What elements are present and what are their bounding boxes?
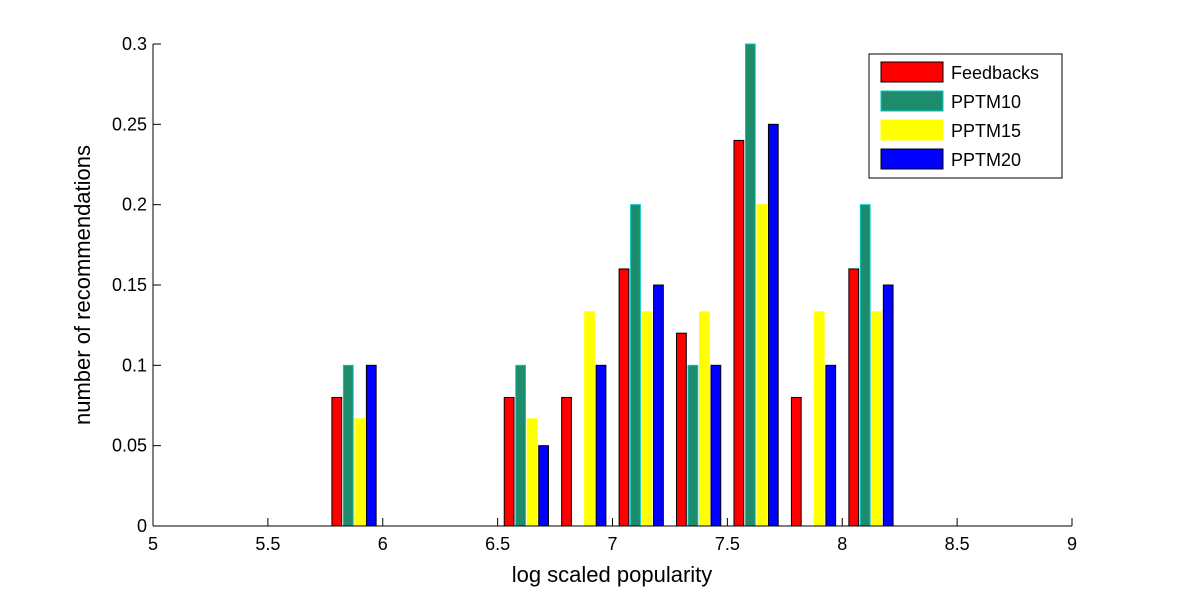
x-tick-label: 5.5 <box>255 534 280 554</box>
bar-pptm10 <box>687 364 699 527</box>
x-tick-label: 9 <box>1067 534 1077 554</box>
bar-pptm15 <box>641 311 653 527</box>
bar-pptm10 <box>744 43 756 527</box>
bar-pptm10 <box>859 204 871 527</box>
y-tick-label: 0.2 <box>122 195 147 215</box>
x-tick-label: 7.5 <box>715 534 740 554</box>
legend-label: Feedbacks <box>951 63 1039 83</box>
bar-feedbacks <box>790 396 802 527</box>
legend-swatch <box>880 148 944 170</box>
bar-pptm15 <box>756 204 768 527</box>
y-tick-label: 0.15 <box>112 275 147 295</box>
bar-pptm15 <box>813 311 825 527</box>
bar-feedbacks <box>561 396 572 527</box>
bar-pptm20 <box>767 123 779 527</box>
bar-pptm20 <box>595 364 607 527</box>
x-tick-label: 8.5 <box>945 534 970 554</box>
bar-pptm20 <box>365 364 377 527</box>
bar-feedbacks <box>676 332 687 527</box>
legend-swatch <box>880 119 944 141</box>
legend-swatch <box>880 90 944 112</box>
bar-feedbacks <box>733 139 745 527</box>
bar-feedbacks <box>503 396 515 527</box>
y-axis-title: number of recommendations <box>70 145 95 425</box>
x-tick-label: 7 <box>607 534 617 554</box>
x-tick-label: 8 <box>837 534 847 554</box>
y-tick-label: 0.3 <box>122 34 147 54</box>
bar-pptm20 <box>653 284 664 527</box>
bar-pptm15 <box>584 311 595 527</box>
y-tick-label: 0.05 <box>112 436 147 456</box>
x-axis-title: log scaled popularity <box>512 562 713 587</box>
bar-pptm10 <box>342 364 354 527</box>
bar-pptm15 <box>526 418 538 527</box>
bar-pptm15 <box>699 311 710 527</box>
legend-label: PPTM10 <box>951 92 1021 112</box>
bar-pptm20 <box>882 284 894 527</box>
y-tick-label: 0.1 <box>122 355 147 375</box>
y-tick-label: 0 <box>137 516 147 536</box>
bar-feedbacks <box>331 396 343 527</box>
bar-feedbacks <box>848 268 860 527</box>
bar-pptm15 <box>871 311 883 527</box>
legend-label: PPTM15 <box>951 121 1021 141</box>
y-tick-label: 0.25 <box>112 114 147 134</box>
x-tick-label: 5 <box>148 534 158 554</box>
bar-pptm20 <box>710 364 722 527</box>
legend-swatch <box>880 61 944 83</box>
bar-pptm10 <box>630 204 641 527</box>
axes-group: 5 5.5 6 6.5 7 7.5 8 8.5 9 0 0.05 0.1 0.15 0.2 0.25 0.3 <box>112 34 1077 554</box>
bar-pptm15 <box>354 418 366 527</box>
x-tick-label: 6 <box>378 534 388 554</box>
bar-pptm20 <box>538 445 549 527</box>
bar-pptm20 <box>825 364 837 527</box>
x-tick-label: 6.5 <box>485 534 510 554</box>
legend: Feedbacks PPTM10 PPTM15 PPTM20 <box>868 53 1063 179</box>
bar-feedbacks <box>618 268 630 527</box>
legend-label: PPTM20 <box>951 150 1021 170</box>
bar-pptm10 <box>515 364 526 527</box>
